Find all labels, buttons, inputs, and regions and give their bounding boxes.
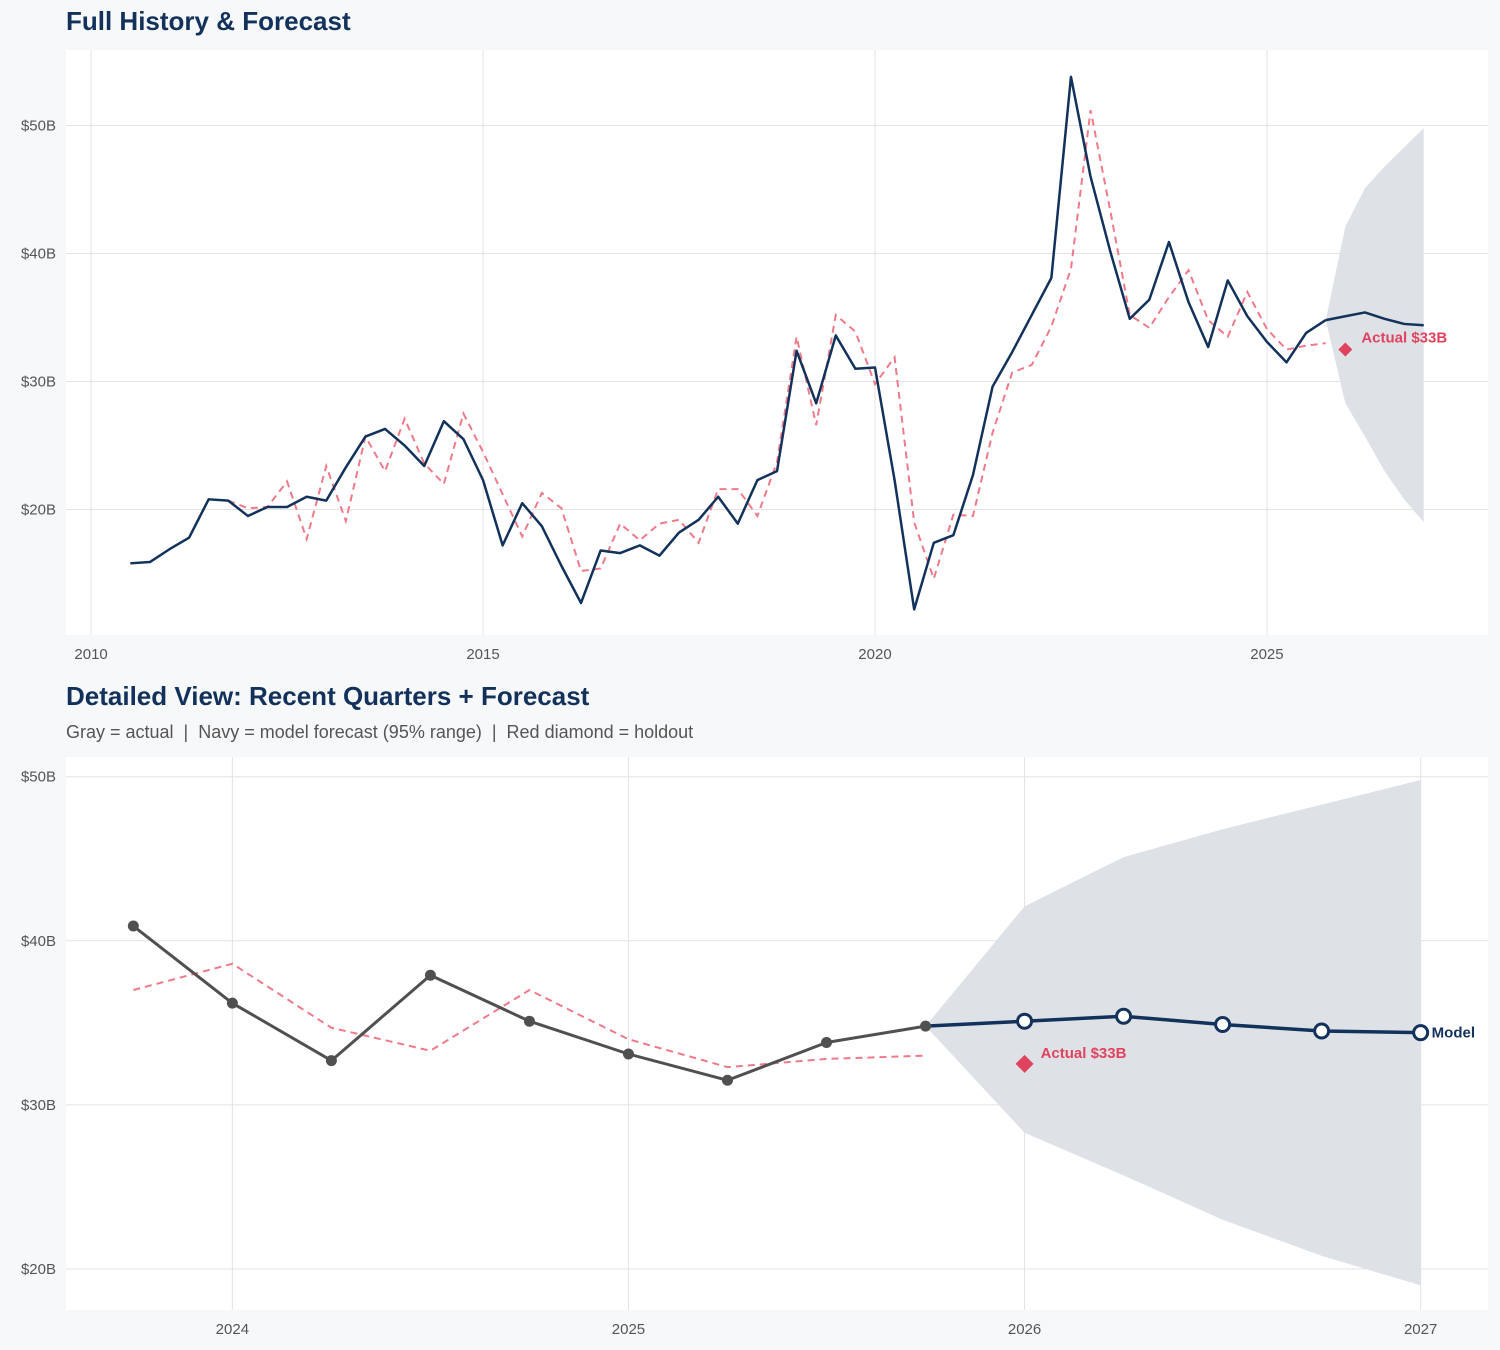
bottom-fitted-line <box>133 962 926 1069</box>
actual-point <box>523 1015 535 1027</box>
actual-point <box>424 969 436 981</box>
top-x-tick-label: 2010 <box>74 646 107 663</box>
bottom-x-tick-label: 2024 <box>216 1321 249 1338</box>
actual-point <box>622 1048 634 1060</box>
bottom-holdout-diamond <box>1015 1054 1034 1073</box>
bottom-y-tick-label: $30B <box>21 1097 56 1114</box>
forecast-point <box>1412 1024 1430 1042</box>
top-y-tick-label: $50B <box>21 118 56 135</box>
forecast-point <box>1016 1012 1034 1030</box>
actual-point <box>226 997 238 1009</box>
forecast-point <box>1313 1022 1331 1040</box>
top-fitted-line <box>227 109 1326 582</box>
top-chart-title: Full History & Forecast <box>66 6 351 36</box>
bottom-x-tick-label: 2027 <box>1404 1321 1437 1338</box>
top-y-tick-label: $20B <box>21 502 56 519</box>
top-y-tick-label: $30B <box>21 374 56 391</box>
top-plot-area <box>66 50 1488 635</box>
top-y-tick-label: $40B <box>21 246 56 263</box>
top-forecast-band <box>1325 128 1424 523</box>
forecast-point <box>1115 1007 1133 1025</box>
top-chart: 2010 2015 2020 2025 $20B $30B $40B $50B Actual $… <box>21 50 1488 663</box>
actual-point <box>920 1020 932 1032</box>
bottom-y-tick-label: $40B <box>21 933 56 950</box>
top-actual-line <box>130 75 1327 611</box>
top-forecast-line <box>1325 311 1424 327</box>
top-x-tick-label: 2020 <box>858 646 891 663</box>
top-holdout-label: Actual $33B <box>1361 330 1447 347</box>
bottom-y-tick-label: $50B <box>21 769 56 786</box>
bottom-x-tick-label: 2025 <box>612 1321 645 1338</box>
actual-point <box>127 920 139 932</box>
top-x-tick-label: 2025 <box>1250 646 1283 663</box>
forecast-point <box>1214 1015 1232 1033</box>
bottom-y-tick-label: $20B <box>21 1261 56 1278</box>
actual-point <box>821 1037 833 1049</box>
actual-point <box>325 1055 337 1067</box>
bottom-chart: 2024 2025 2026 2027 $20B $30B $40B $50B Model Act… <box>21 757 1488 1338</box>
top-x-tick-label: 2015 <box>466 646 499 663</box>
actual-point <box>721 1074 733 1086</box>
bottom-chart-title: Detailed View: Recent Quarters + Forecas… <box>66 681 590 711</box>
forecast-series-label: Model <box>1432 1025 1475 1042</box>
bottom-x-tick-label: 2026 <box>1008 1321 1041 1338</box>
top-holdout-diamond <box>1338 342 1353 357</box>
bottom-chart-subtitle: Gray = actual | Navy = model forecast (9… <box>66 722 694 742</box>
bottom-holdout-label: Actual $33B <box>1041 1045 1127 1062</box>
bottom-forecast-band <box>925 779 1421 1286</box>
bottom-forecast-line <box>925 1014 1421 1035</box>
